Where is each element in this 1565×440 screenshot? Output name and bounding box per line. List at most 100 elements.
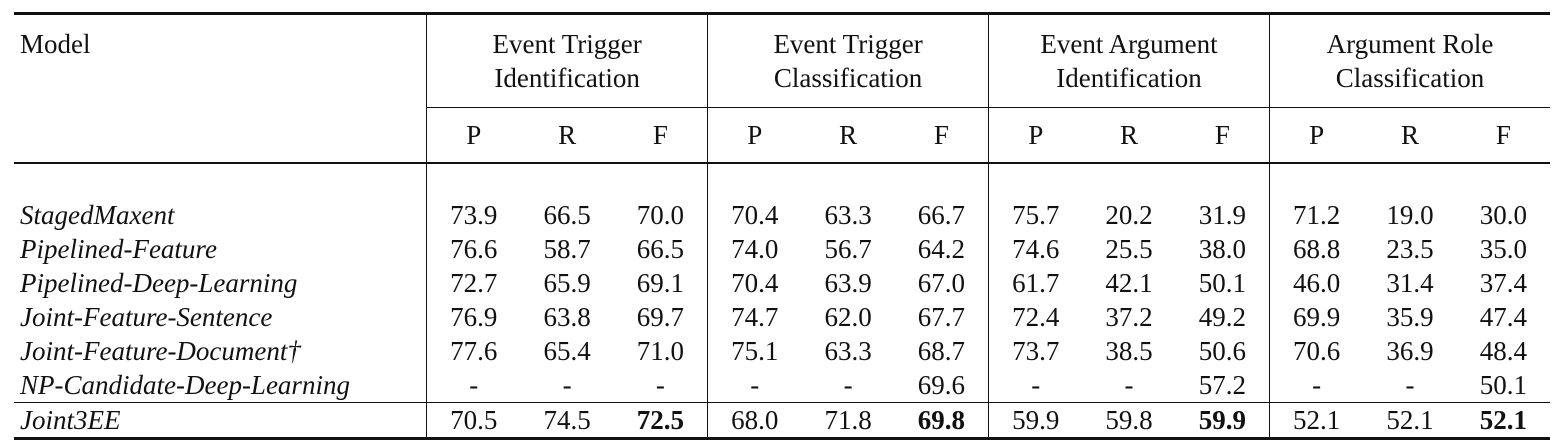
value-cell: 47.4 — [1479, 302, 1527, 332]
value-cell: 70.5 — [426, 402, 521, 440]
value-cell: - — [655, 370, 665, 400]
value-cell: 66.7 — [917, 200, 966, 230]
table-row: Joint3EE 70.5 74.5 72.5 68.0 71.8 69.8 59.9 59.8… — [14, 402, 1550, 440]
group-header-line2: Classification — [1335, 63, 1485, 93]
metric-header-r: R — [1120, 120, 1139, 150]
table-row: Joint-Feature-Sentence 76.9 63.8 69.7 74.7 62… — [14, 300, 1550, 334]
value-cell: - — [988, 368, 1083, 403]
value-cell: 65.9 — [543, 268, 591, 298]
value-cell: 69.7 — [636, 302, 685, 332]
value-cell: 62.0 — [824, 302, 872, 332]
value-cell: 31.9 — [1198, 200, 1246, 230]
value-cell: 72.7 — [426, 266, 521, 300]
value-cell: 23.5 — [1386, 234, 1434, 264]
metric-header-r: R — [558, 120, 577, 150]
table-row: NP-Candidate-Deep-Learning - - - - -69.6- -57.… — [14, 368, 1550, 403]
value-cell: 30.0 — [1479, 200, 1527, 230]
value-cell: 70.0 — [636, 200, 685, 230]
metric-header-r: R — [839, 120, 858, 150]
midrule — [14, 162, 1550, 198]
value-cell: 37.2 — [1105, 302, 1153, 332]
group-header-line2: Identification — [1056, 63, 1202, 93]
model-name-cell: Joint3EE — [14, 402, 427, 440]
value-cell: 69.1 — [636, 268, 685, 298]
value-cell: 72.4 — [988, 300, 1083, 334]
value-cell: 65.4 — [543, 336, 591, 366]
value-cell: 57.2 — [1198, 370, 1246, 400]
group-header-line1: Event Argument — [1040, 29, 1218, 59]
model-name-cell: Joint-Feature-Sentence — [20, 302, 273, 332]
value-cell: 20.2 — [1105, 200, 1153, 230]
group-header-role-classification: Argument Role Classification — [1269, 12, 1550, 108]
group-header-line2: Classification — [773, 63, 923, 93]
value-cell: - — [562, 370, 572, 400]
header-row-metrics: P R F P R F P R F P R F — [14, 107, 1550, 163]
model-column-header: Model — [14, 12, 427, 163]
value-cell: 52.1 — [1363, 402, 1457, 440]
value-cell: 58.7 — [543, 234, 591, 264]
value-cell: 66.5 — [543, 200, 591, 230]
group-header-trigger-identification: Event Trigger Identification — [426, 12, 708, 108]
metric-header-p: P — [988, 107, 1083, 163]
value-cell: 63.3 — [824, 336, 872, 366]
value-cell: 70.4 — [707, 266, 802, 300]
value-cell: 37.4 — [1479, 268, 1527, 298]
value-cell: 69.6 — [917, 370, 966, 400]
value-cell: 46.0 — [1269, 266, 1364, 300]
value-cell: 35.0 — [1479, 234, 1527, 264]
model-name-cell: Joint-Feature-Document† — [20, 336, 301, 366]
value-cell: 19.0 — [1386, 200, 1434, 230]
metric-header-r: R — [1400, 120, 1419, 150]
group-header-line1: Argument Role — [1326, 29, 1494, 59]
model-name-cell: Pipelined-Feature — [20, 234, 217, 264]
value-cell: 69.8 — [894, 402, 989, 440]
table-row: Pipelined-Feature 76.6 58.7 66.5 74.0 56.7 64.… — [14, 232, 1550, 266]
value-cell: 61.7 — [988, 266, 1083, 300]
value-cell: 38.5 — [1105, 336, 1153, 366]
value-cell: - — [1124, 370, 1134, 400]
value-cell: 72.5 — [613, 402, 708, 440]
value-cell: 68.0 — [707, 402, 802, 440]
metric-header-f: F — [1495, 120, 1511, 150]
value-cell: 63.8 — [543, 302, 591, 332]
value-cell: 50.6 — [1198, 336, 1246, 366]
group-header-line1: Event Trigger — [773, 29, 923, 59]
value-cell: - — [707, 368, 802, 403]
value-cell: 52.1 — [1269, 402, 1364, 440]
group-header-line2: Identification — [494, 63, 640, 93]
header-row-groups: Model Event Trigger Identification Event… — [14, 12, 1550, 163]
group-header-line1: Event Trigger — [492, 29, 642, 59]
value-cell: 67.7 — [917, 302, 966, 332]
value-cell: 48.4 — [1479, 336, 1527, 366]
table-body: StagedMaxent 73.9 66.5 70.0 70.4 63.3 66.7 75.7… — [14, 162, 1550, 440]
value-cell: - — [426, 368, 521, 403]
value-cell: 74.6 — [988, 232, 1083, 266]
value-cell: 50.1 — [1479, 370, 1527, 400]
value-cell: 59.8 — [1082, 402, 1176, 440]
value-cell: - — [843, 370, 853, 400]
value-cell: 70.6 — [1269, 334, 1364, 368]
value-cell: 76.9 — [426, 300, 521, 334]
value-cell: - — [1269, 368, 1364, 403]
value-cell: - — [1405, 370, 1415, 400]
value-cell: 63.9 — [824, 268, 872, 298]
value-cell: 74.7 — [707, 300, 802, 334]
value-cell: 70.4 — [707, 198, 802, 232]
metric-header-p: P — [1269, 107, 1364, 163]
value-cell: 77.6 — [426, 334, 521, 368]
value-cell: 67.0 — [917, 268, 966, 298]
table-row: Pipelined-Deep-Learning 72.7 65.9 69.1 70.4 6… — [14, 266, 1550, 300]
value-cell: 66.5 — [636, 234, 685, 264]
value-cell: 71.2 — [1269, 198, 1364, 232]
value-cell: 68.7 — [917, 336, 966, 366]
results-table: Model Event Trigger Identification Event… — [14, 12, 1550, 440]
value-cell: 75.7 — [988, 198, 1083, 232]
value-cell: 31.4 — [1386, 268, 1434, 298]
value-cell: 35.9 — [1386, 302, 1434, 332]
model-name-cell: Pipelined-Deep-Learning — [20, 268, 298, 298]
value-cell: 50.1 — [1198, 268, 1246, 298]
group-header-trigger-classification: Event Trigger Classification — [707, 12, 989, 108]
value-cell: 68.8 — [1269, 232, 1364, 266]
value-cell: 63.3 — [824, 200, 872, 230]
value-cell: 69.9 — [1269, 300, 1364, 334]
